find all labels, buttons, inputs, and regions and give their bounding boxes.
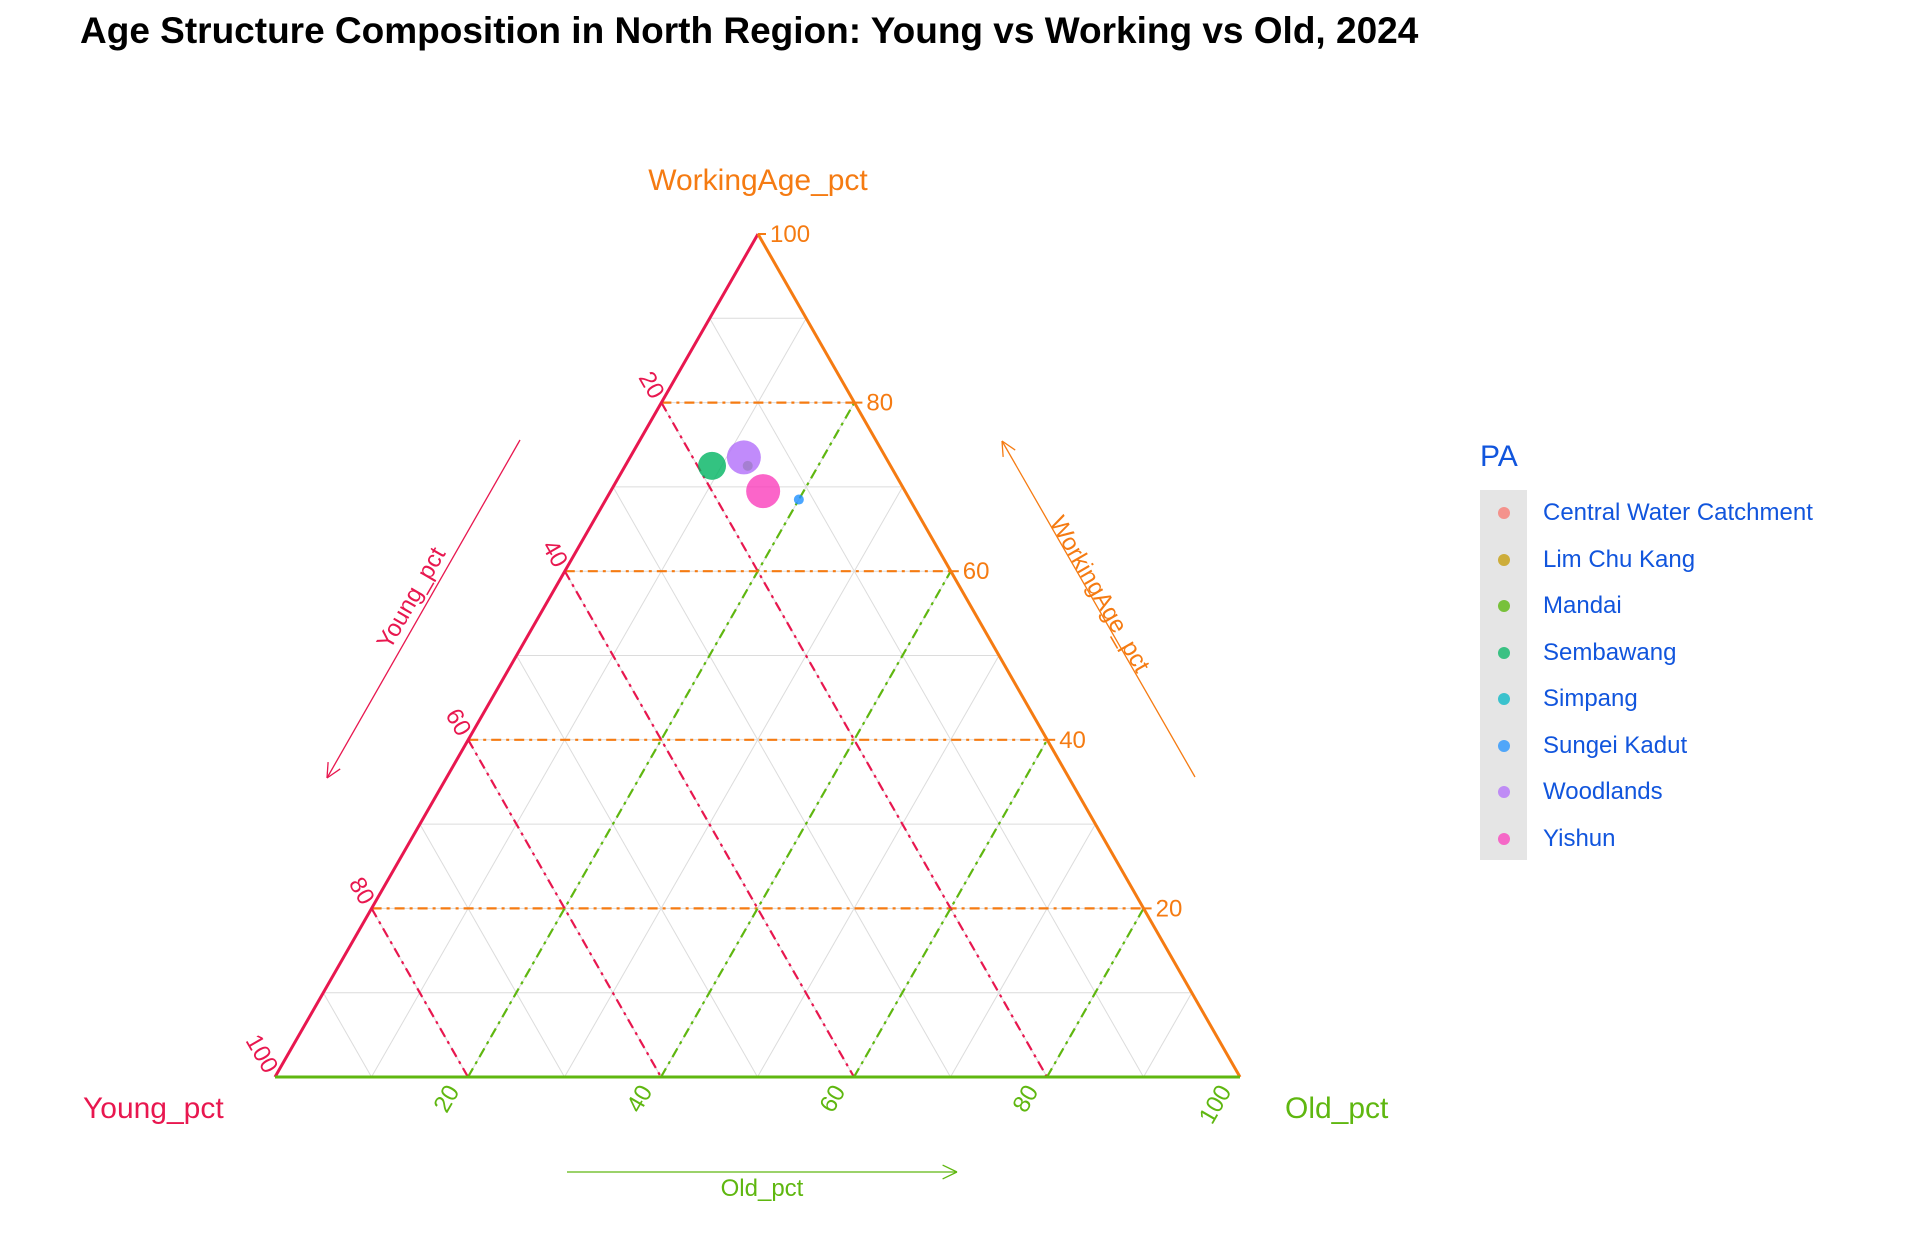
- data-point-sungei-kadut: [793, 494, 804, 505]
- young-tick-label: 100: [240, 1030, 283, 1078]
- working-tick-label: 80: [866, 390, 893, 417]
- old-direction-arrowhead: [942, 1164, 958, 1173]
- grid-line: [1143, 992, 1193, 1078]
- young-reference-line: [660, 402, 1048, 1078]
- working-direction-label: WorkingAge_pct: [1044, 511, 1155, 677]
- young-reference-line: [467, 739, 662, 1078]
- working-axis-edge: [756, 233, 1242, 1078]
- legend-label: Lim Chu Kang: [1543, 545, 1696, 573]
- old-reference-line: [467, 402, 856, 1078]
- working-axis-title: WorkingAge_pct: [648, 164, 868, 197]
- legend-item: Simpang: [1480, 676, 1900, 722]
- data-point-woodlands: [726, 440, 761, 475]
- working-direction-arrowhead: [1001, 440, 1004, 458]
- old-tick-label: 100: [1194, 1081, 1237, 1129]
- legend-swatch: [1498, 553, 1510, 566]
- young-direction-label: Young_pct: [372, 542, 452, 653]
- old-axis-title: Old_pct: [1285, 1092, 1389, 1125]
- legend-swatch: [1498, 646, 1510, 659]
- grid-line: [757, 655, 1000, 1078]
- data-point-yishun: [746, 474, 781, 509]
- old-reference-line: [660, 570, 952, 1078]
- young-reference-line: [370, 907, 469, 1078]
- legend-label: Sembawang: [1543, 638, 1677, 666]
- reference-lines: [370, 401, 1145, 1078]
- old-reference-line: [853, 739, 1049, 1078]
- grid-line: [950, 823, 1096, 1078]
- grid-line: [564, 486, 904, 1078]
- working-tick-label: 20: [1156, 895, 1183, 922]
- legend-item: Sembawang: [1480, 630, 1900, 676]
- legend-label: Woodlands: [1543, 778, 1663, 805]
- triangle-edges: [273, 233, 1242, 1079]
- legend-label: Central Water Catchment: [1543, 499, 1813, 526]
- legend-item: Central Water Catchment: [1480, 490, 1900, 536]
- legend-key-background: [1480, 490, 1527, 860]
- working-tick-label: 60: [963, 558, 990, 585]
- legend-title: PA: [1480, 440, 1518, 473]
- young-axis-title: Young_pct: [83, 1092, 224, 1125]
- legend-swatch: [1498, 786, 1510, 798]
- young-direction-arrow: [326, 439, 521, 779]
- data-point-sembawang: [698, 451, 727, 480]
- legend-item: Woodlands: [1480, 769, 1900, 815]
- legend-swatch: [1498, 832, 1510, 845]
- grid-line: [516, 655, 758, 1078]
- grid-line: [612, 486, 951, 1078]
- old-direction-arrowhead: [942, 1171, 958, 1180]
- legend-item: Yishun: [1480, 816, 1900, 862]
- working-direction-arrow: [1001, 440, 1196, 778]
- legend-swatch: [1498, 507, 1510, 519]
- legend-item: Lim Chu Kang: [1480, 537, 1900, 583]
- legend-item: Sungei Kadut: [1480, 723, 1900, 769]
- data-points: [698, 440, 804, 509]
- old-tick-label: 80: [1007, 1081, 1044, 1118]
- legend-label: Sungei Kadut: [1543, 731, 1688, 759]
- legend-label: Mandai: [1543, 592, 1622, 619]
- young-axis-edge: [273, 233, 760, 1078]
- legend-swatch: [1498, 600, 1510, 612]
- legend-label: Yishun: [1543, 824, 1616, 852]
- young-reference-line: [563, 570, 855, 1078]
- legend-item: Mandai: [1480, 583, 1900, 629]
- working-tick-label: 100: [770, 221, 810, 248]
- legend-swatch: [1498, 693, 1510, 705]
- old-direction-label: Old_pct: [721, 1175, 804, 1202]
- grid-line: [419, 823, 565, 1078]
- old-tick-label: 40: [621, 1081, 658, 1118]
- old-reference-line: [1046, 907, 1145, 1078]
- axis-labels: WorkingAge_pct Young_pct Old_pct Young_pct W…: [83, 164, 1389, 1202]
- chart-title: Age Structure Composition in North Regio…: [80, 10, 1419, 51]
- grid-line: [709, 318, 1144, 1078]
- grid-line: [322, 992, 372, 1078]
- old-tick-label: 20: [428, 1081, 465, 1118]
- legend-label: Simpang: [1543, 685, 1638, 712]
- legend: PA Central Water Catchment Lim Chu Kang Ma…: [1480, 440, 1813, 860]
- grid-lines: [322, 317, 1193, 1078]
- grid-line: [371, 318, 807, 1078]
- working-direction-arrowhead: [1001, 440, 1016, 451]
- young-direction-arrowhead: [326, 761, 329, 779]
- working-tick-label: 40: [1059, 727, 1086, 754]
- old-tick-label: 60: [814, 1081, 851, 1118]
- young-direction-arrowhead: [326, 768, 341, 779]
- legend-swatch: [1498, 739, 1510, 752]
